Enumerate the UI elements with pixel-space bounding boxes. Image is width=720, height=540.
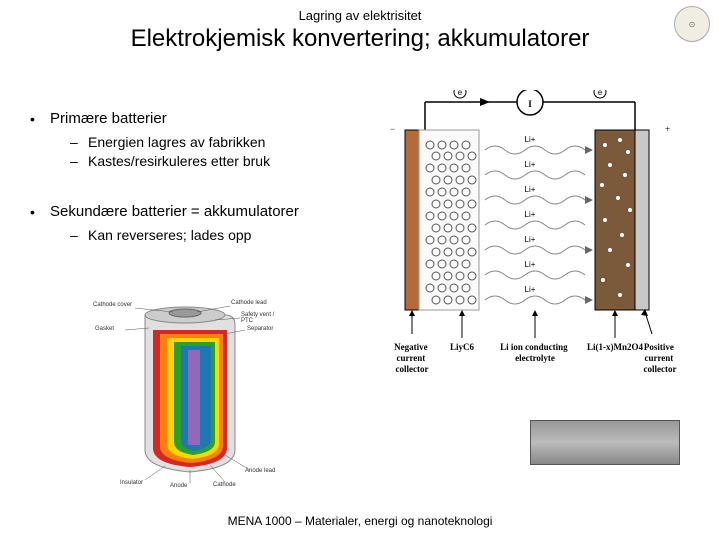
cutaway-label: Anode bbox=[170, 483, 187, 489]
li-ion-label: Li+ bbox=[525, 185, 536, 194]
text-content: • Primære batterier – Energien lagres av… bbox=[30, 110, 360, 246]
cutaway-label: Anode lead bbox=[245, 468, 275, 474]
liion-diagram: I e e − + bbox=[370, 90, 690, 390]
battery-device-photo bbox=[530, 420, 680, 465]
slide-supertitle: Lagring av elektrisitet bbox=[0, 0, 720, 23]
plus-label: + bbox=[665, 124, 670, 134]
neg-collector-label-2: current bbox=[396, 353, 425, 363]
cutaway-label: Gasket bbox=[95, 326, 114, 332]
sub-bullet: – Energien lagres av fabrikken bbox=[70, 134, 360, 150]
minus-label: − bbox=[390, 124, 395, 134]
electrolyte-region: Li+ Li+ Li+ Li+ Li+ Li+ Li+ bbox=[485, 135, 593, 304]
battery-cutaway-diagram: Cathode cover Cathode lead Safety vent /… bbox=[75, 300, 285, 490]
sub-bullet-text: Kan reverseres; lades opp bbox=[88, 227, 251, 243]
cathode-formula: Li(1-x)Mn2O4 bbox=[587, 342, 643, 352]
bullet-secondary-text: Sekundære batterier = akkumulatorer bbox=[50, 203, 299, 221]
li-ion-label: Li+ bbox=[525, 285, 536, 294]
anode-formula: LiyC6 bbox=[450, 342, 475, 352]
bullet-dot-icon: • bbox=[30, 110, 50, 128]
li-ion-label: Li+ bbox=[525, 160, 536, 169]
graphite-anode bbox=[419, 130, 479, 310]
li-ion-label: Li+ bbox=[525, 135, 536, 144]
neg-collector-label-1: Negative bbox=[394, 342, 428, 352]
current-label: I bbox=[528, 99, 532, 109]
sub-bullet-text: Kastes/resirkuleres etter bruk bbox=[88, 153, 270, 169]
dash-icon: – bbox=[70, 227, 88, 243]
slide-title: Elektrokjemisk konvertering; akkumulator… bbox=[0, 23, 720, 53]
li-ion-label: Li+ bbox=[525, 210, 536, 219]
slide-footer: MENA 1000 – Materialer, energi og nanote… bbox=[0, 514, 720, 528]
svg-text:Negative current c: Negative current collector bbox=[394, 342, 430, 374]
cutaway-label: Insulator bbox=[120, 480, 143, 486]
cutaway-label: Cathode bbox=[213, 482, 236, 488]
dash-icon: – bbox=[70, 153, 88, 169]
sub-bullet: – Kan reverseres; lades opp bbox=[70, 227, 360, 243]
bullet-dot-icon: • bbox=[30, 203, 50, 221]
dash-icon: – bbox=[70, 134, 88, 150]
svg-text:Li ion conducting electr: Li ion conducting electrolyte bbox=[500, 342, 570, 363]
sub-bullet-text: Energien lagres av fabrikken bbox=[88, 134, 265, 150]
cathode bbox=[595, 130, 635, 310]
cutaway-label: Safety vent / PTC bbox=[241, 312, 285, 324]
li-ion-label: Li+ bbox=[525, 235, 536, 244]
cutaway-label: Cathode lead bbox=[231, 300, 267, 306]
bullet-primary: • Primære batterier bbox=[30, 110, 360, 128]
cutaway-label: Separator bbox=[247, 326, 273, 332]
electron-label: e bbox=[598, 90, 603, 97]
svg-text:Positive current c: Positive current collector bbox=[644, 342, 677, 374]
positive-collector bbox=[635, 130, 649, 310]
electron-label: e bbox=[458, 90, 463, 97]
negative-collector bbox=[405, 130, 419, 310]
university-seal-icon: ⊙ bbox=[674, 6, 710, 42]
neg-collector-label-3: collector bbox=[396, 364, 429, 374]
bullet-secondary: • Sekundære batterier = akkumulatorer bbox=[30, 203, 360, 221]
sub-bullet: – Kastes/resirkuleres etter bruk bbox=[70, 153, 360, 169]
cutaway-label: Cathode cover bbox=[93, 302, 132, 308]
bullet-primary-text: Primære batterier bbox=[50, 110, 167, 128]
li-ion-label: Li+ bbox=[525, 260, 536, 269]
